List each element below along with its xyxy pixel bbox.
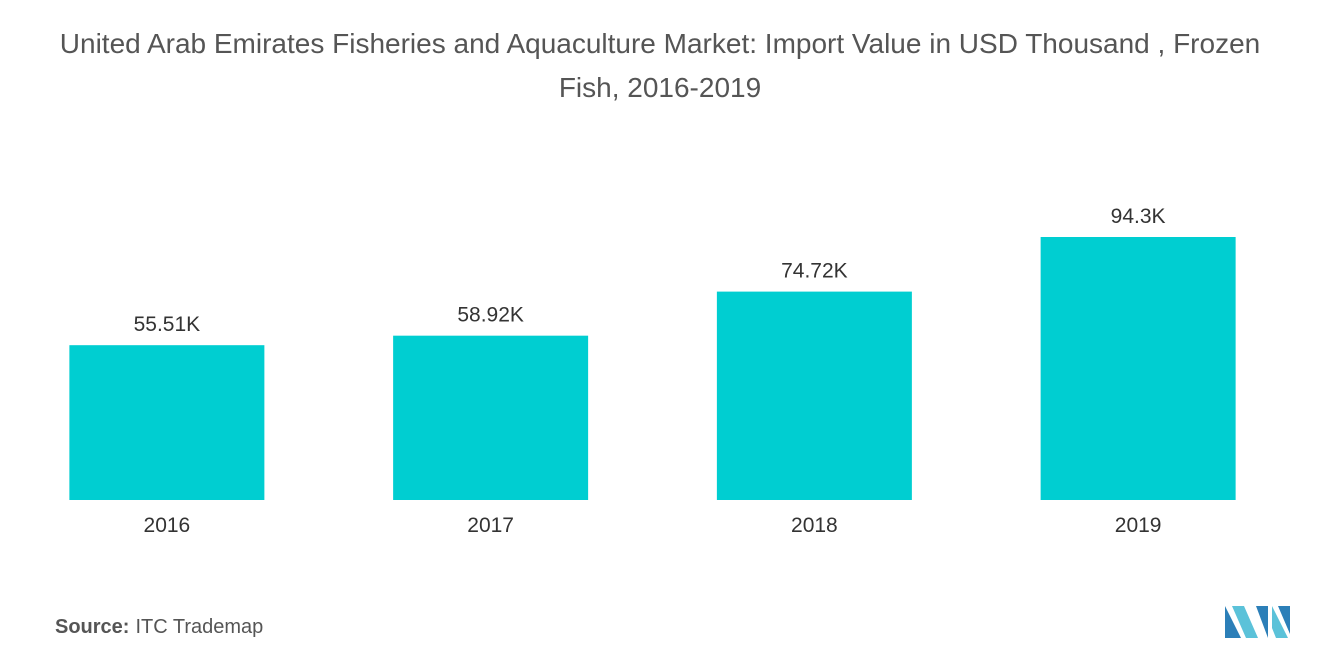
x-tick-label: 2019 <box>1115 514 1162 537</box>
logo <box>1225 606 1290 638</box>
value-label: 58.92K <box>457 304 524 327</box>
source: Source: ITC Trademap <box>55 616 263 639</box>
value-label: 94.3K <box>1111 205 1166 228</box>
chart-title-box: United Arab Emirates Fisheries and Aquac… <box>20 22 1300 110</box>
bar <box>716 291 912 500</box>
source-text: ITC Trademap <box>135 616 264 638</box>
value-label: 74.72K <box>781 260 848 283</box>
bar <box>1040 237 1236 500</box>
x-tick-label: 2017 <box>467 514 514 537</box>
logo-shape <box>1272 606 1288 638</box>
bar <box>69 345 265 500</box>
logo-shape <box>1232 606 1258 638</box>
logo-shape <box>1278 606 1290 634</box>
value-label: 55.51K <box>134 313 201 336</box>
bar <box>393 335 589 500</box>
chart-title: United Arab Emirates Fisheries and Aquac… <box>59 28 1261 103</box>
x-tick-label: 2018 <box>791 514 838 537</box>
logo-shape <box>1225 606 1241 638</box>
source-label: Source: <box>55 616 130 638</box>
logo-shape <box>1256 606 1268 638</box>
x-tick-label: 2016 <box>144 514 191 537</box>
